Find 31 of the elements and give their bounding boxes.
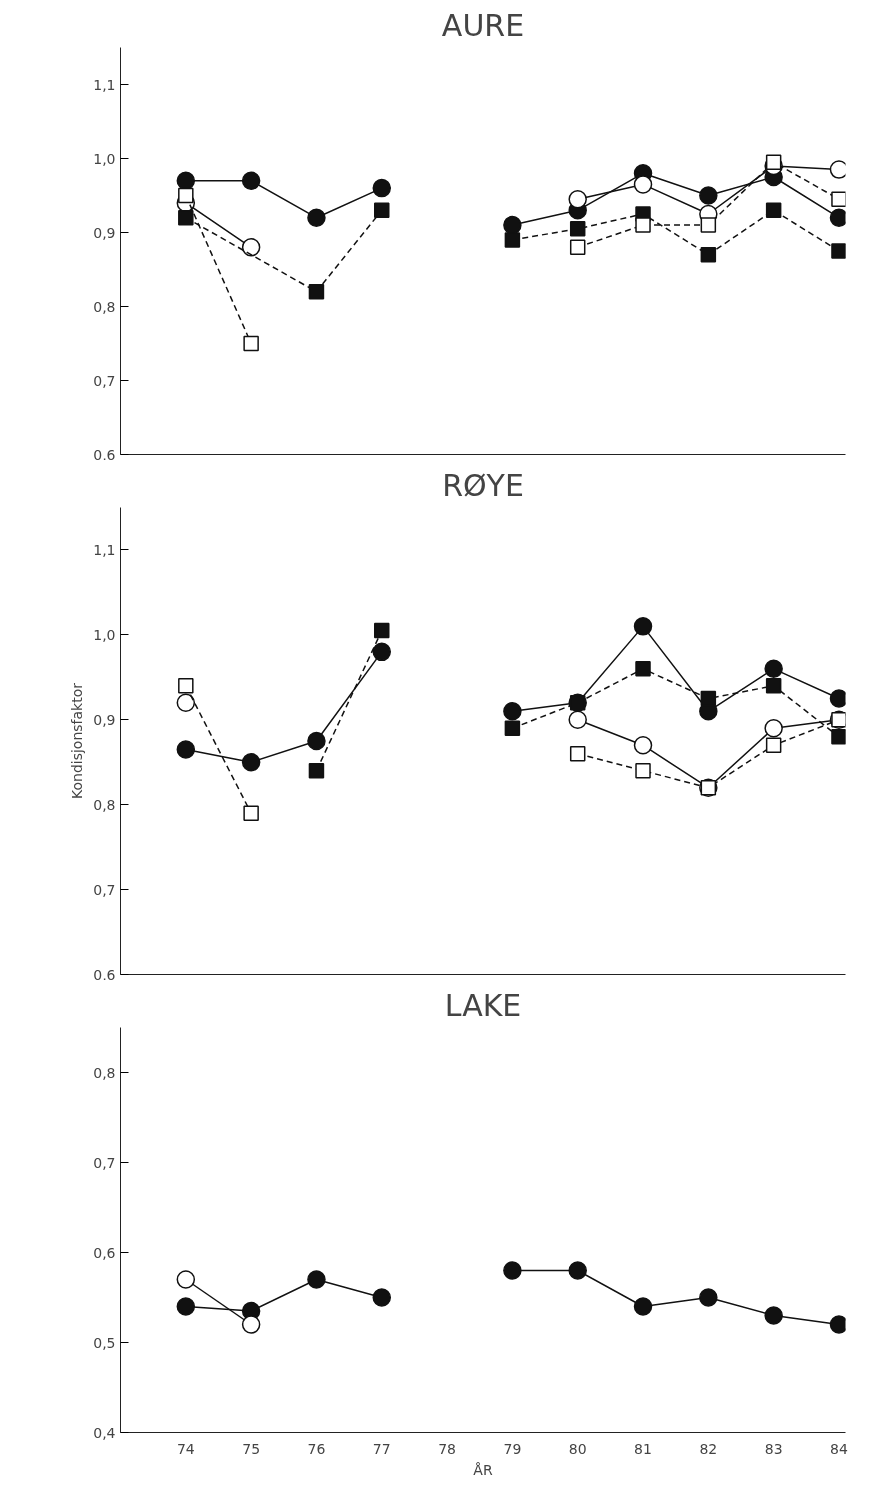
y-tick-label: 0,4	[93, 1424, 116, 1441]
y-tick-label: 0,9	[93, 711, 116, 728]
x-tick-label: 84	[830, 1440, 848, 1457]
y-tick-label: 1,1	[93, 76, 116, 93]
chart-title: LAKE	[444, 987, 522, 1023]
x-tick-label: 79	[503, 1440, 522, 1457]
y-tick-label: 1,1	[93, 541, 116, 558]
x-tick-label: 80	[568, 1440, 587, 1457]
y-tick-label: 0,5	[93, 1334, 116, 1351]
x-tick-label: 83	[764, 1440, 783, 1457]
y-tick-label: 1,0	[93, 626, 116, 643]
y-tick-label: 0,6	[93, 1244, 116, 1261]
y-tick-label: 0,9	[93, 224, 116, 241]
chart-title: AURE	[441, 7, 525, 43]
y-tick-label: 0,8	[93, 1064, 116, 1081]
x-tick-label: 82	[699, 1440, 718, 1457]
x-tick-label: 77	[372, 1440, 391, 1457]
y-tick-label: 1,0	[93, 150, 116, 167]
x-axis-title: ÅR	[473, 1461, 493, 1478]
y-tick-label: 0,7	[93, 372, 116, 389]
x-tick-label: 78	[438, 1440, 456, 1457]
y-tick-label: 0,8	[93, 796, 116, 813]
y-axis-title: Kondisjonsfaktor	[69, 682, 86, 800]
y-tick-label: 0,7	[93, 881, 116, 898]
x-tick-label: 81	[634, 1440, 652, 1457]
x-tick-label: 75	[242, 1440, 261, 1457]
y-tick-label: 0,7	[93, 1154, 116, 1171]
chart-title: RØYE	[442, 467, 524, 503]
y-tick-label: 0,8	[93, 298, 116, 315]
x-tick-label: 76	[307, 1440, 326, 1457]
x-tick-label: 74	[176, 1440, 195, 1457]
